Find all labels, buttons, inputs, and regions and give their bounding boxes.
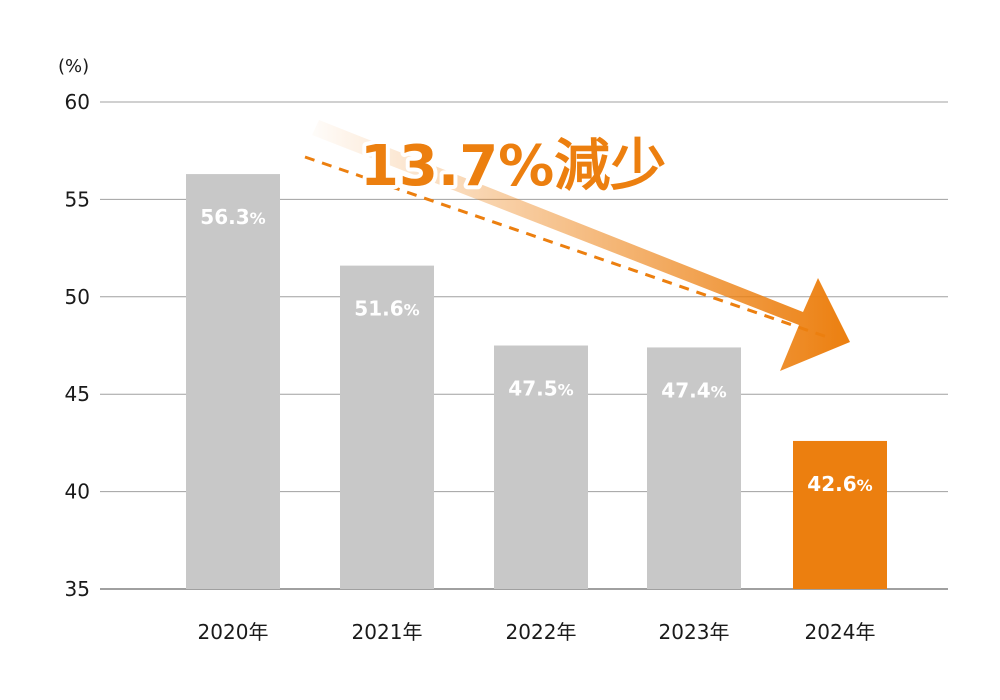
data-label-value: 42.6 bbox=[807, 472, 856, 496]
y-tick-label: 55 bbox=[65, 187, 90, 211]
x-axis-label: 2023年 bbox=[659, 620, 730, 644]
data-label-value: 47.4 bbox=[661, 378, 710, 402]
trend-dashed-line bbox=[304, 155, 831, 340]
data-label: 51.6% bbox=[354, 297, 419, 321]
decrease-annotation: 13.7%減少 bbox=[360, 134, 666, 199]
data-label: 47.5% bbox=[508, 377, 573, 401]
x-axis-label: 2021年 bbox=[352, 620, 423, 644]
bar-2023年 bbox=[647, 347, 741, 589]
bars bbox=[186, 174, 887, 590]
y-axis-unit-label: (%) bbox=[58, 56, 89, 77]
data-label-unit: % bbox=[711, 382, 727, 401]
x-axis-label: 2024年 bbox=[805, 620, 876, 644]
y-tick-label: 35 bbox=[65, 577, 90, 601]
data-label-value: 56.3 bbox=[200, 205, 249, 229]
data-label: 42.6% bbox=[807, 472, 872, 496]
data-label-unit: % bbox=[404, 301, 420, 320]
y-tick-label: 40 bbox=[65, 480, 90, 504]
y-tick-label: 50 bbox=[65, 285, 90, 309]
data-label: 47.4% bbox=[661, 378, 726, 402]
trend-arrow bbox=[304, 120, 850, 371]
data-label-unit: % bbox=[857, 476, 873, 495]
data-label-unit: % bbox=[250, 209, 266, 228]
y-tick-label: 45 bbox=[65, 382, 90, 406]
data-label-unit: % bbox=[558, 381, 574, 400]
data-labels: 56.3%51.6%47.5% 47.4%42.6% bbox=[200, 205, 872, 496]
data-label-value: 47.5 bbox=[508, 377, 557, 401]
trend-arrow-shape bbox=[312, 120, 850, 371]
x-axis-label: 2022年 bbox=[506, 620, 577, 644]
data-label-value: 51.6 bbox=[354, 297, 403, 321]
x-axis-label: 2020年 bbox=[198, 620, 269, 644]
bar-2020年 bbox=[186, 174, 280, 590]
y-tick-label: 60 bbox=[65, 90, 90, 114]
bar-2021年 bbox=[340, 265, 434, 589]
y-axis-ticks: 60 55 50 45 40 35 bbox=[65, 90, 90, 601]
bar-2022年 bbox=[494, 345, 588, 589]
data-label: 56.3% bbox=[200, 205, 265, 229]
x-axis-labels: 2020年 2021年 2022年 2023年 2024年 bbox=[198, 620, 876, 644]
bar-2024年 bbox=[793, 440, 887, 589]
